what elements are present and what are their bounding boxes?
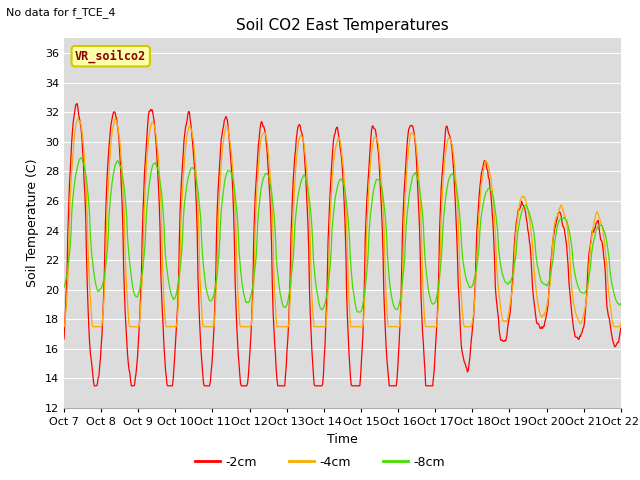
Text: No data for f_TCE_4: No data for f_TCE_4 <box>6 7 116 18</box>
Text: VR_soilco2: VR_soilco2 <box>75 49 147 63</box>
X-axis label: Time: Time <box>327 432 358 445</box>
Title: Soil CO2 East Temperatures: Soil CO2 East Temperatures <box>236 18 449 33</box>
Y-axis label: Soil Temperature (C): Soil Temperature (C) <box>26 159 39 288</box>
Legend: -2cm, -4cm, -8cm: -2cm, -4cm, -8cm <box>189 451 451 474</box>
